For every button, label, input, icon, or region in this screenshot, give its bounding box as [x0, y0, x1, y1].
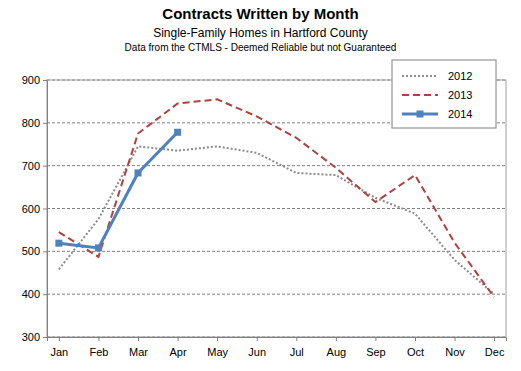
tick-mark [415, 337, 416, 341]
tick-label: Jan [50, 346, 68, 358]
marker [55, 240, 62, 247]
tick-mark [43, 337, 47, 338]
tick: 400 [22, 288, 47, 300]
legend-label: 2012 [448, 70, 472, 82]
tick-mark [43, 166, 47, 167]
tick: May [207, 337, 228, 358]
tick-mark [59, 337, 60, 341]
tick: Mar [129, 337, 148, 358]
tick-mark [178, 337, 179, 341]
tick: Jun [248, 337, 266, 358]
legend-label: 2014 [448, 108, 472, 120]
subtitle: Single-Family Homes in Hartford County [153, 26, 368, 40]
tick: 700 [22, 160, 47, 172]
grid-line [47, 165, 506, 166]
legend-swatch [402, 75, 438, 77]
tick: Feb [89, 337, 108, 358]
tick-mark [43, 80, 47, 81]
tick: 500 [22, 245, 47, 257]
grid-line [47, 294, 506, 295]
tick-mark [455, 337, 456, 341]
marks [55, 99, 494, 297]
tick-label: Jul [290, 346, 304, 358]
tick: Apr [170, 337, 187, 358]
tick-label: Jun [248, 346, 266, 358]
tick: 800 [22, 117, 47, 129]
axis-line [48, 338, 507, 342]
marker [135, 169, 142, 176]
tick-label: Aug [327, 346, 347, 358]
tick-mark [43, 251, 47, 252]
tick-label: 500 [22, 245, 40, 257]
tick-label: 900 [22, 74, 40, 86]
x-axis: Jan Feb Mar Apr May Jun Jul Aug Sep Oct Nov Dec [48, 337, 507, 358]
tick-label: 300 [22, 331, 40, 343]
tick-mark [43, 209, 47, 210]
title: Contracts Written by Month [162, 5, 358, 22]
subtitle: Data from the CTMLS - Deemed Reliable bu… [125, 42, 397, 53]
grid-line [47, 208, 506, 209]
tick-mark [43, 294, 47, 295]
tick-mark [217, 337, 218, 341]
chart: Contracts Written by Month Single-Family … [0, 0, 521, 371]
tick-mark [43, 123, 47, 124]
tick-label: 400 [22, 288, 40, 300]
tick: Dec [485, 337, 505, 358]
axis-line [43, 81, 48, 338]
tick: Jan [50, 337, 68, 358]
tick-mark [257, 337, 258, 341]
legend-marker [417, 111, 424, 118]
tick: Nov [445, 337, 465, 358]
legend-swatch [402, 94, 438, 96]
tick-label: 700 [22, 160, 40, 172]
tick-mark [138, 337, 139, 341]
tick-mark [336, 337, 337, 341]
tick-label: Feb [89, 346, 108, 358]
tick-mark [296, 337, 297, 341]
tick: 300 [22, 331, 47, 343]
grid-line [47, 251, 506, 252]
tick: 600 [22, 203, 47, 215]
tick: Sep [366, 337, 386, 358]
tick-label: Mar [129, 346, 148, 358]
marker [174, 129, 181, 136]
tick: Jul [290, 337, 304, 358]
tick-label: Dec [485, 346, 505, 358]
tick: Aug [327, 337, 347, 358]
y-axis: 300 400 500 600 700 800 900 [22, 74, 48, 343]
tick-label: Oct [407, 346, 424, 358]
legend: 2012 2013 2014 [392, 60, 496, 128]
series-line [59, 132, 178, 248]
tick-label: May [207, 346, 228, 358]
tick-mark [98, 337, 99, 341]
tick: Oct [407, 337, 424, 358]
tick-label: Nov [445, 346, 465, 358]
tick-mark [494, 337, 495, 341]
tick-label: Sep [366, 346, 386, 358]
legend-label: 2013 [448, 89, 472, 101]
series-line [59, 99, 494, 297]
tick-label: Apr [170, 346, 187, 358]
tick: 900 [22, 74, 47, 86]
series-line [59, 146, 494, 294]
marker [95, 244, 102, 251]
tick-label: 600 [22, 203, 40, 215]
tick-mark [375, 337, 376, 341]
tick-label: 800 [22, 117, 40, 129]
legend-box [392, 60, 496, 128]
